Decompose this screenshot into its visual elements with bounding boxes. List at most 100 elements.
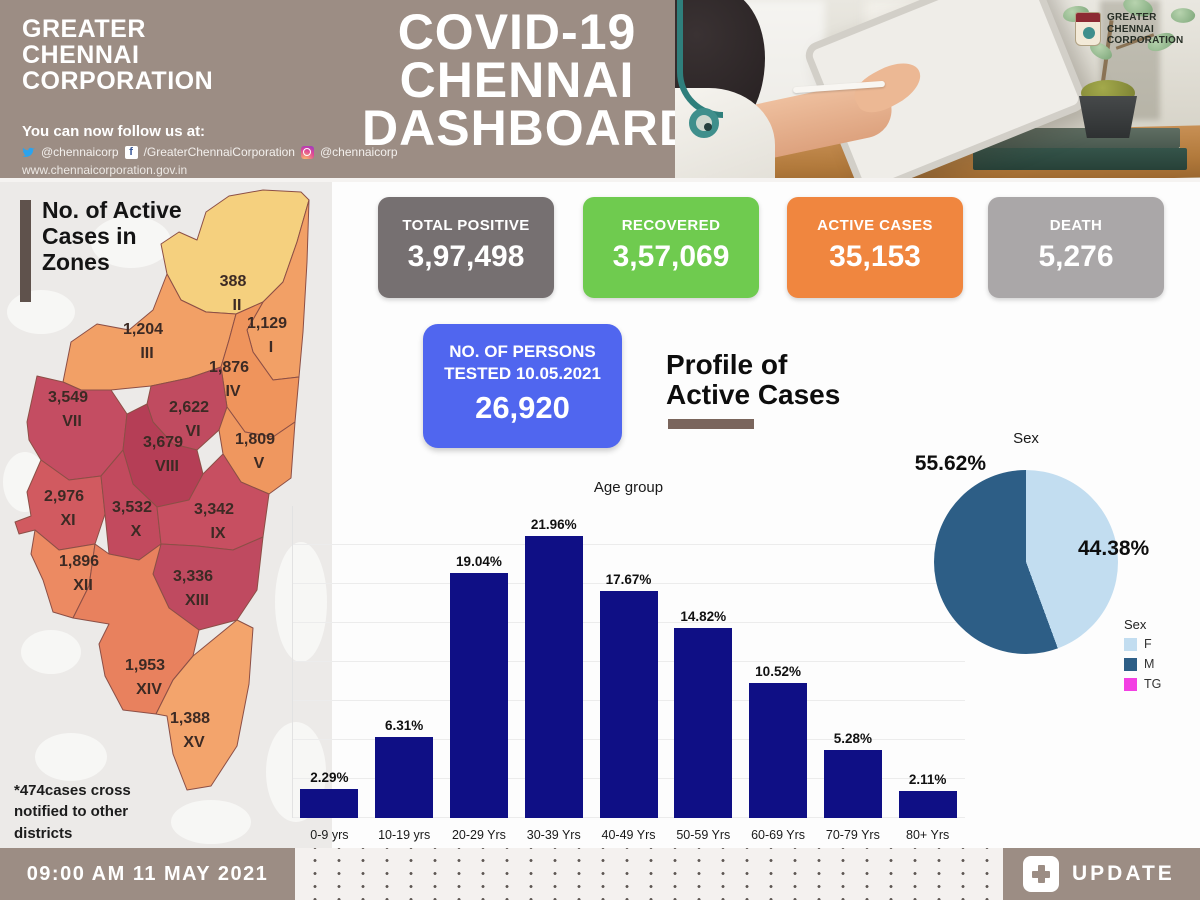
bar [749,682,808,818]
zone-value-label: 3,679 [143,434,183,451]
bar-column: 21.96% 30-39 Yrs [516,506,591,842]
zone-roman-label: XI [60,512,75,529]
map-title: No. of Active Cases in Zones [42,197,182,275]
legend-swatch-m [1124,657,1137,671]
social-row: @chennaicorp f /GreaterChennaiCorporatio… [22,145,398,159]
bar [375,736,434,818]
zones-map-panel: 388 II 1,129 I 1,204 III 1,876 IV 2,622 VI 3,549 VI… [0,182,332,848]
photo-logo-text: GREATER CHENNAI CORPORATION [1107,12,1183,47]
bar [823,750,882,818]
gcc-crest-icon [1075,12,1101,46]
legend-item-tg: TG [1124,677,1161,691]
zone-value-label: 1,876 [209,359,249,376]
zone-roman-label: XV [183,734,205,751]
map-title-line1: No. of Active [42,197,182,223]
bar-category-label: 40-49 Yrs [601,828,656,842]
persons-tested-card: NO. OF PERSONS TESTED 10.05.2021 26,920 [423,324,622,448]
zone-III [62,273,237,391]
pie-label-female: 44.38% [1078,537,1150,560]
plant-pot [1078,96,1138,138]
update-button-label: UPDATE [1072,862,1175,885]
map-title-line3: Zones [42,248,110,275]
stat-label: TOTAL POSITIVE [402,217,530,234]
books [973,148,1187,170]
zone-roman-label: VII [62,413,82,430]
stat-value: 5,276 [1038,240,1114,273]
bar-column: 2.11% 80+ Yrs [890,506,965,842]
bar-category-label: 60-69 Yrs [751,828,806,842]
stat-card-active-cases: ACTIVE CASES 35,153 [787,197,963,298]
bar-column: 14.82% 50-59 Yrs [666,506,741,842]
bar-value-label: 5.28% [833,731,872,747]
bar-value-label: 10.52% [755,663,801,679]
bar-column: 19.04% 20-29 Yrs [442,506,517,842]
org-name-line1: GREATER [22,15,146,43]
stat-value: 35,153 [829,240,921,273]
pie-label-male: 55.62% [914,452,986,475]
zone-value-label: 3,336 [173,568,213,585]
org-name-line2: CHENNAI [22,41,140,69]
bar-column: 5.28% 70-79 Yrs [815,506,890,842]
bar-category-label: 70-79 Yrs [825,828,880,842]
tested-label-line2: TESTED 10.05.2021 [444,364,601,384]
stat-value: 3,57,069 [612,240,730,273]
legend-label-m: M [1144,657,1155,671]
legend-swatch-f [1124,637,1137,651]
tested-value: 26,920 [475,390,570,426]
zone-value-label: 2,622 [169,399,209,416]
zone-roman-label: IX [210,525,225,542]
header: GREATER CHENNAI CORPORATION COVID-19 CHE… [0,0,1200,182]
bar-category-label: 30-39 Yrs [526,828,581,842]
map-title-accent-bar [20,200,31,302]
instagram-icon [300,145,314,159]
bar-column: 6.31% 10-19 yrs [367,506,442,842]
title-line2: CHENNAI [399,52,635,108]
bar [449,573,508,818]
update-button[interactable]: UPDATE [1003,848,1200,900]
zone-value-label: 1,388 [170,710,210,727]
stat-card-recovered: RECOVERED 3,57,069 [583,197,759,298]
zone-roman-label: XIII [185,592,209,609]
facebook-handle[interactable]: /GreaterChennaiCorporation [143,145,295,159]
zone-value-label: 3,549 [48,389,88,406]
bar [524,535,583,818]
facebook-icon: f [124,145,138,159]
zone-roman-label: XIV [136,681,162,698]
photo-logo: GREATER CHENNAI CORPORATION [1075,12,1183,47]
legend-label-f: F [1144,637,1152,651]
pie-legend-title: Sex [1124,617,1147,632]
org-name-line3: CORPORATION [22,67,214,95]
instagram-handle[interactable]: @chennaicorp [319,145,398,159]
title-line3: DASHBOARD [362,100,696,156]
map-footnote-line1: *474cases cross [14,782,131,799]
zone-roman-label: VI [185,423,200,440]
timestamp: 09:00 AM 11 MAY 2021 [26,862,269,885]
pie-chart-title: Sex [1013,430,1039,447]
legend-item-m: M [1124,657,1161,671]
zone-value-label: 1,204 [123,321,163,338]
zone-roman-label: II [233,297,242,314]
photo-logo-line1: GREATER [1107,12,1157,23]
zone-value-label: 388 [220,273,247,290]
stat-label: ACTIVE CASES [817,217,933,234]
bar-category-label: 50-59 Yrs [676,828,731,842]
twitter-handle[interactable]: @chennaicorp [41,145,119,159]
bar-category-label: 0-9 yrs [310,828,349,842]
bar-value-label: 17.67% [605,571,652,587]
stethoscope-chestpiece [689,108,719,138]
zone-roman-label: IV [225,383,240,400]
bar-category-label: 80+ Yrs [906,828,950,842]
zone-value-label: 1,129 [247,315,287,332]
website-link[interactable]: www.chennaicorporation.gov.in [22,163,188,177]
bar-chart-title: Age group [593,479,664,496]
org-name: GREATER CHENNAI CORPORATION [22,16,213,94]
follow-us-text: You can now follow us at: [22,123,206,140]
zone-polygons [14,189,310,791]
zone-value-label: 2,976 [44,488,84,505]
bar [300,788,359,818]
zone-roman-label: III [140,345,153,362]
footer-dot-pattern [295,848,1005,900]
photo-logo-line2: CHENNAI [1107,23,1154,35]
bar-value-label: 2.29% [310,769,349,785]
